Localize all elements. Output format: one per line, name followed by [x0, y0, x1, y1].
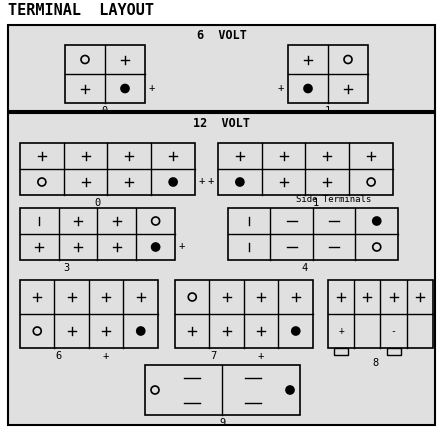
Circle shape [151, 386, 159, 394]
Text: 1: 1 [312, 198, 319, 208]
Bar [328, 280, 433, 348]
Bar [228, 208, 398, 260]
Bar [334, 348, 348, 355]
Text: 8: 8 [372, 358, 378, 368]
Circle shape [121, 85, 129, 93]
Circle shape [236, 178, 244, 186]
Circle shape [137, 327, 145, 335]
Circle shape [286, 386, 294, 394]
Text: +: + [278, 82, 284, 93]
Text: +: + [208, 176, 214, 186]
Text: 1: 1 [325, 106, 331, 116]
Bar [20, 280, 158, 348]
Circle shape [188, 293, 196, 301]
Bar [65, 45, 145, 103]
Circle shape [344, 55, 352, 63]
Text: 0: 0 [102, 106, 108, 116]
Text: 3: 3 [63, 263, 70, 273]
Text: +: + [257, 351, 264, 361]
Bar [8, 25, 435, 111]
Text: TERMINAL  LAYOUT: TERMINAL LAYOUT [8, 3, 154, 18]
Circle shape [152, 243, 159, 251]
Bar [20, 208, 175, 260]
Text: 6  VOLT: 6 VOLT [197, 29, 246, 42]
Text: +: + [179, 241, 185, 251]
Text: +: + [199, 176, 205, 186]
Circle shape [304, 85, 312, 93]
Text: 7: 7 [210, 351, 217, 361]
Bar [218, 143, 393, 195]
Text: 6: 6 [55, 351, 62, 361]
Text: 0: 0 [94, 198, 101, 208]
Circle shape [292, 327, 300, 335]
Text: 12  VOLT: 12 VOLT [193, 117, 250, 130]
Circle shape [38, 178, 46, 186]
Bar [387, 348, 400, 355]
Text: Side Terminals: Side Terminals [296, 195, 371, 204]
Bar [8, 113, 435, 425]
Bar [175, 280, 313, 348]
Bar [20, 143, 195, 195]
Circle shape [169, 178, 177, 186]
Text: 4: 4 [301, 263, 307, 273]
Text: -: - [391, 326, 396, 336]
Circle shape [81, 55, 89, 63]
Text: +: + [102, 351, 109, 361]
Text: 9: 9 [219, 418, 225, 428]
Bar [288, 45, 368, 103]
Circle shape [373, 243, 381, 251]
Circle shape [373, 217, 381, 225]
Circle shape [367, 178, 375, 186]
Bar [145, 365, 300, 415]
Circle shape [152, 217, 159, 225]
Text: +: + [338, 326, 344, 336]
Circle shape [33, 327, 41, 335]
Text: +: + [149, 82, 155, 93]
